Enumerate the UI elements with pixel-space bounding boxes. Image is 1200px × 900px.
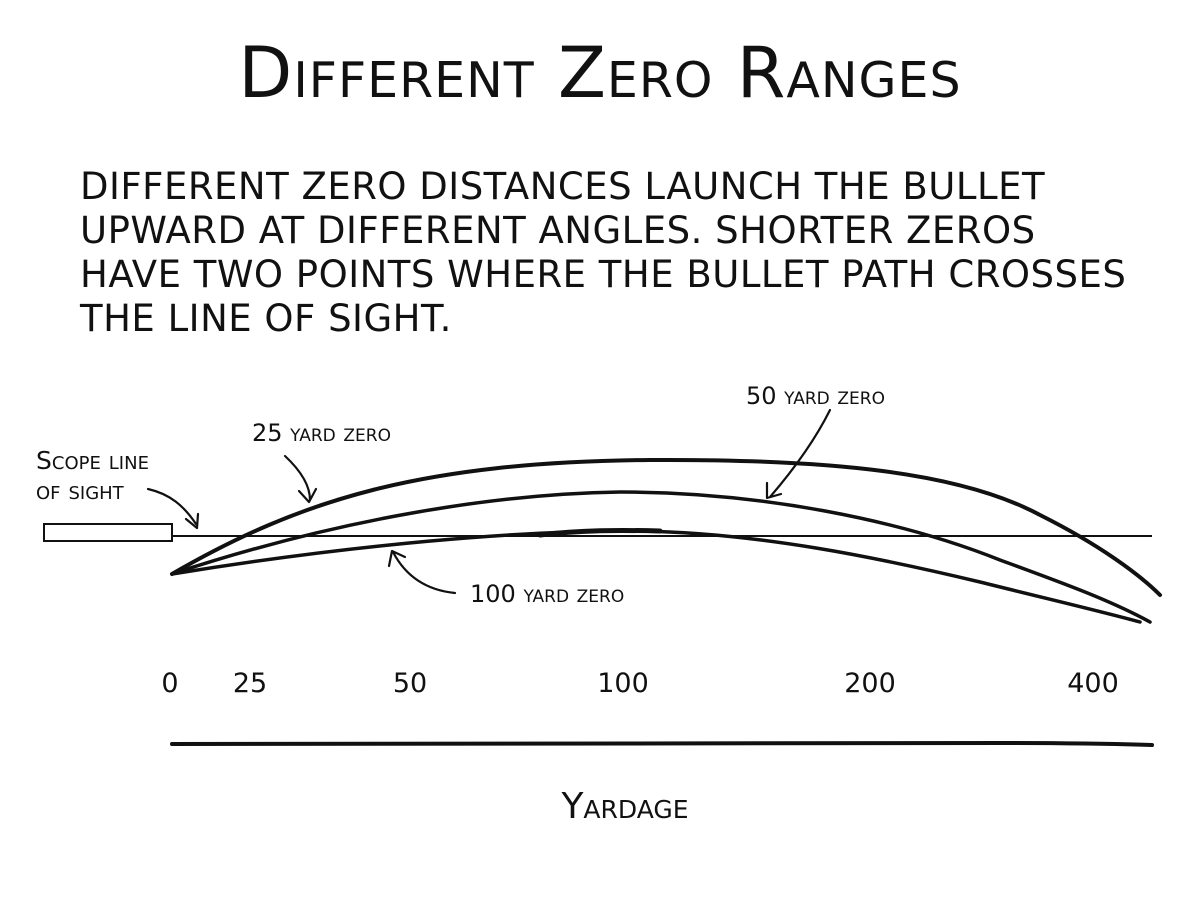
trajectory-overlap xyxy=(537,527,663,538)
arrow-100-yard-zero xyxy=(387,549,457,595)
label-of-sight: of sight xyxy=(36,476,125,505)
arrow-scope-line xyxy=(146,487,200,530)
trajectory-50-yard-zero xyxy=(170,490,1152,624)
tick-label: 100 xyxy=(597,668,649,699)
tick-label: 50 xyxy=(393,668,427,699)
arrow-25-yard-zero xyxy=(283,454,318,504)
trajectory-25-yard-zero xyxy=(170,457,1162,597)
tick-label: 0 xyxy=(161,668,178,699)
label-50-yard-zero: 50 yard zero xyxy=(746,382,885,410)
tick-label: 400 xyxy=(1067,668,1119,699)
label-100-yard-zero: 100 yard zero xyxy=(470,580,624,608)
scope-icon xyxy=(43,523,173,542)
trajectory-100-yard-zero xyxy=(170,529,1142,624)
tick-label: 25 xyxy=(233,668,267,699)
label-25-yard-zero: 25 yard zero xyxy=(252,419,391,447)
tick-label: 200 xyxy=(844,668,896,699)
yardage-axis-line xyxy=(170,740,1154,747)
label-scope-line: Scope line xyxy=(36,446,149,475)
arrow-50-yard-zero xyxy=(765,408,832,500)
description-text: Different zero distances launch the bull… xyxy=(80,165,1127,340)
axis-label: Yardage xyxy=(560,786,688,827)
page-title: Different Zero Ranges xyxy=(238,32,962,114)
